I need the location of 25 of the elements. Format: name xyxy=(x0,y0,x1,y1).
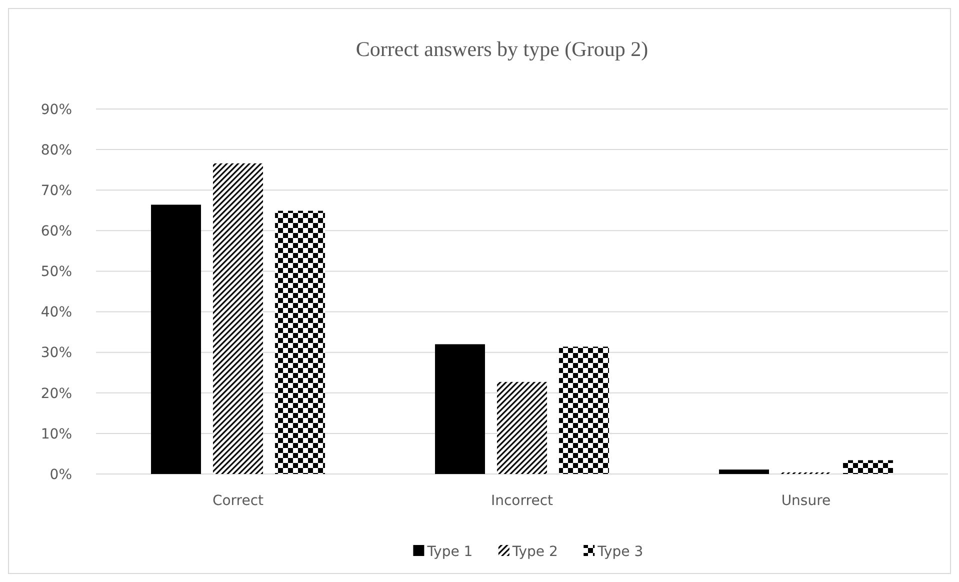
legend-label: Type 3 xyxy=(596,544,644,560)
y-tick-label: 60% xyxy=(40,224,72,240)
y-tick-label: 20% xyxy=(40,386,72,402)
bar xyxy=(843,460,893,474)
bar xyxy=(435,344,485,474)
bar xyxy=(275,210,325,474)
y-tick-label: 80% xyxy=(40,142,72,158)
y-tick-label: 70% xyxy=(40,183,72,200)
bar xyxy=(151,204,201,474)
bar xyxy=(497,382,547,474)
chart-title: Correct answers by type (Group 2) xyxy=(356,37,648,61)
y-tick-label: 10% xyxy=(40,426,72,442)
y-tick-label: 0% xyxy=(50,466,72,483)
legend-label: Type 1 xyxy=(426,544,473,560)
bar xyxy=(213,163,263,474)
y-tick-label: 50% xyxy=(40,264,72,280)
legend-label: Type 2 xyxy=(511,544,558,560)
x-tick-label: Incorrect xyxy=(490,493,554,509)
bar xyxy=(559,346,609,474)
y-tick-label: 40% xyxy=(40,304,72,321)
y-tick-label: 90% xyxy=(40,102,72,118)
x-tick-label: Unsure xyxy=(781,493,831,509)
bar xyxy=(719,470,769,474)
y-tick-label: 30% xyxy=(40,345,72,362)
x-tick-label: Correct xyxy=(212,493,264,509)
